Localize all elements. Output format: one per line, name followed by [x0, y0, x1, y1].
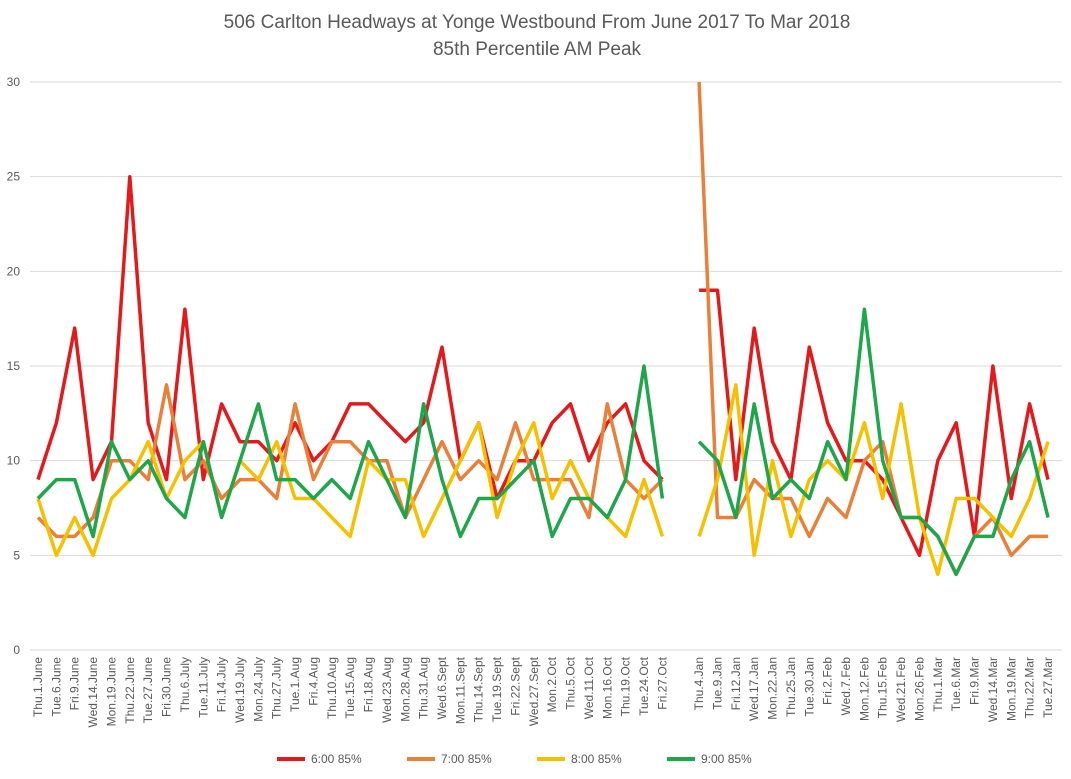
- x-tick-label: Tue.19.Sept: [490, 656, 504, 722]
- x-tick-label: Tue.6.Mar: [949, 657, 963, 711]
- x-tick-label: Tue.1.Aug: [288, 657, 302, 712]
- x-tick-label: Thu.4.Jan: [692, 657, 706, 710]
- x-tick-label: Thu.19.Oct: [619, 656, 633, 716]
- x-tick-label: Mon.16.Oct: [600, 656, 614, 719]
- x-tick-label: Thu.1.June: [31, 657, 45, 717]
- x-tick-label: Fri.4.Aug: [306, 657, 320, 706]
- chart-title: 506 Carlton Headways at Yonge Westbound …: [224, 12, 851, 33]
- x-tick-label: Tue.9.Jan: [710, 657, 724, 710]
- x-tick-label: Wed.14.June: [86, 657, 100, 728]
- x-tick-label: Wed.6.Sept: [435, 656, 449, 719]
- x-tick-label: Mon.22.Jan: [766, 657, 780, 720]
- x-tick-label: Thu.10.Aug: [325, 657, 339, 719]
- legend-label: 6:00 85%: [311, 752, 362, 766]
- x-tick-label: Fri.2.Feb: [821, 657, 835, 705]
- x-tick-label: Wed.11.Oct: [582, 656, 596, 719]
- x-tick-label: Wed.27.Sept: [527, 656, 541, 726]
- legend-label: 8:00 85%: [571, 752, 622, 766]
- x-tick-label: Wed.21.Feb: [894, 657, 908, 722]
- x-tick-label: Thu.31.Aug: [417, 657, 431, 719]
- legend-label: 9:00 85%: [701, 752, 752, 766]
- y-tick-label: 25: [7, 170, 21, 184]
- series-line: [36, 307, 1050, 577]
- x-tick-label: Thu.22.Mar: [1023, 657, 1037, 718]
- x-tick-label: Fri.9.June: [68, 657, 82, 711]
- x-tick-label: Fri.27.Oct: [655, 656, 669, 709]
- x-tick-label: Tue.30.Jan: [802, 657, 816, 717]
- y-tick-label: 5: [13, 548, 20, 562]
- chart-subtitle: 85th Percentile AM Peak: [433, 39, 642, 60]
- x-tick-label: Thu.15.Feb: [876, 657, 890, 719]
- x-tick-label: Thu.6.July: [178, 657, 192, 712]
- x-tick-label: Fri.22.Sept: [508, 656, 522, 715]
- x-tick-label: Thu.22.June: [123, 657, 137, 724]
- y-tick-label: 30: [7, 75, 21, 89]
- x-tick-label: Tue.24.Oct: [637, 656, 651, 716]
- x-tick-label: Tue.27.Mar: [1041, 657, 1055, 718]
- x-tick-label: Fri.30.June: [160, 657, 174, 717]
- series-line: [36, 383, 1050, 577]
- x-tick-label: Wed.7.Feb: [839, 657, 853, 716]
- x-tick-label: Fri.14.July: [215, 657, 229, 712]
- x-tick-label: Tue.15.Aug: [343, 657, 357, 719]
- x-tick-label: Fri.18.Aug: [362, 657, 376, 712]
- x-tick-label: Mon.24.July: [251, 657, 265, 722]
- y-tick-label: 10: [7, 454, 21, 468]
- x-tick-label: Thu.1.Mar: [931, 657, 945, 712]
- x-tick-label: Thu.25.Jan: [784, 657, 798, 717]
- x-tick-label: Mon.28.Aug: [398, 657, 412, 722]
- x-tick-label: Fri.12.Jan: [729, 657, 743, 710]
- y-tick-label: 0: [13, 643, 20, 657]
- x-tick-label: Wed.17.Jan: [747, 657, 761, 721]
- x-tick-label: Mon.19.Mar: [1004, 657, 1018, 721]
- y-tick-label: 15: [7, 359, 21, 373]
- x-tick-label: Tue.27.June: [141, 657, 155, 724]
- x-tick-label: Mon.12.Feb: [857, 657, 871, 721]
- x-tick-label: Thu.27.July: [270, 657, 284, 719]
- series-line: [36, 81, 1048, 577]
- legend-label: 7:00 85%: [441, 752, 492, 766]
- x-tick-label: Tue.11.July: [196, 657, 210, 718]
- x-tick-label: Thu.14.Sept: [472, 656, 486, 722]
- x-tick-label: Mon.11.Sept: [453, 656, 467, 724]
- x-tick-label: Mon.2.Oct: [545, 656, 559, 712]
- x-tick-label: Tue.6.June: [49, 657, 63, 717]
- x-tick-label: Wed.19.July: [233, 657, 247, 723]
- x-tick-label: Mon.19.June: [104, 657, 118, 727]
- x-tick-label: Mon.26.Feb: [912, 657, 926, 721]
- x-tick-label: Thu.5.Oct: [564, 656, 578, 709]
- y-tick-label: 20: [7, 264, 21, 278]
- x-tick-label: Wed.14.Mar: [986, 657, 1000, 722]
- series-line: [36, 174, 1050, 558]
- x-tick-label: Fri.9.Mar: [968, 657, 982, 705]
- x-tick-label: Wed.23.Aug: [380, 657, 394, 723]
